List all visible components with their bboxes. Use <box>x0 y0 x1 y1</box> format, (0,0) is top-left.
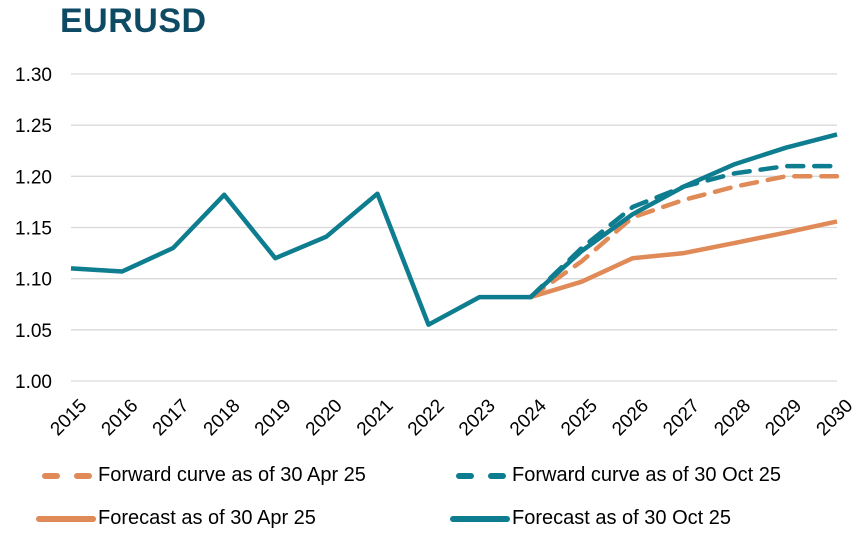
x-tick-label: 2016 <box>98 395 143 440</box>
y-tick-label: 1.05 <box>15 321 52 342</box>
legend-item-forward-apr: Forward curve as of 30 Apr 25 <box>36 464 366 487</box>
x-tick-label: 2029 <box>761 395 806 440</box>
series-line-forward-curve-as-of-30-apr-25 <box>528 174 840 300</box>
x-tick-label: 2018 <box>200 395 245 440</box>
y-tick-label: 1.10 <box>15 270 52 291</box>
gridlines <box>71 73 837 382</box>
x-tick-label: 2024 <box>506 395 551 440</box>
x-axis-ticks: 2015 2016 2017 2018 2019 2020 2021 2022 2023 2024… <box>47 395 852 440</box>
legend-label: Forward curve as of 30 Oct 25 <box>512 464 782 486</box>
legend-label: Forward curve as of 30 Apr 25 <box>98 464 366 486</box>
x-tick-label: 2025 <box>557 395 602 440</box>
legend-item-forward-oct: Forward curve as of 30 Oct 25 <box>450 464 781 487</box>
series-line-forecast-as-of-30-apr-25 <box>529 219 838 300</box>
y-tick-label: 1.30 <box>15 65 52 86</box>
series-line-forecast-as-of-30-oct-25 <box>70 132 838 327</box>
solid-line-swatch-icon <box>450 515 510 522</box>
x-tick-label: 2015 <box>47 395 92 440</box>
y-tick-label: 1.25 <box>15 116 52 137</box>
y-tick-label: 1.15 <box>15 219 52 240</box>
x-tick-label: 2027 <box>659 395 704 440</box>
x-tick-label: 2030 <box>813 395 852 440</box>
x-tick-label: 2019 <box>251 395 296 440</box>
x-tick-label: 2028 <box>710 395 755 440</box>
legend-label: Forecast as of 30 Apr 25 <box>98 507 316 529</box>
series-lines <box>70 132 840 327</box>
chart-title: EURUSD <box>60 2 207 40</box>
y-tick-label: 1.20 <box>15 167 52 188</box>
y-tick-label: 1.00 <box>15 372 52 393</box>
solid-line-swatch-icon <box>36 515 96 522</box>
x-tick-label: 2022 <box>404 395 449 440</box>
x-tick-label: 2021 <box>353 395 398 440</box>
x-tick-label: 2017 <box>149 395 194 440</box>
x-tick-label: 2020 <box>302 395 347 440</box>
legend-item-forecast-oct: Forecast as of 30 Oct 25 <box>450 507 731 530</box>
y-axis-ticks: 1.00 1.05 1.10 1.15 1.20 1.25 1.30 <box>15 65 52 393</box>
legend-item-forecast-apr: Forecast as of 30 Apr 25 <box>36 507 316 530</box>
dashed-line-swatch-icon <box>450 472 510 479</box>
dashed-line-swatch-icon <box>36 472 96 479</box>
legend-label: Forecast as of 30 Oct 25 <box>512 507 731 529</box>
x-tick-label: 2023 <box>455 395 500 440</box>
x-tick-label: 2026 <box>608 395 653 440</box>
